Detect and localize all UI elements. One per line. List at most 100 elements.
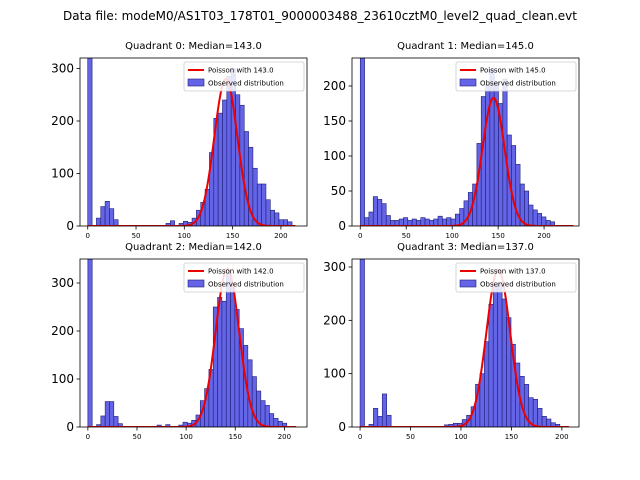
quadrant-0-bar	[222, 99, 228, 226]
quadrant-2-xtick-label: 0	[86, 433, 90, 441]
quadrant-1-ytick-label: 150	[323, 114, 346, 128]
quadrant-1-bar	[424, 218, 430, 226]
quadrant-2-panel: Quadrant 2: Median=142.0 0 100 200 300 0 50 100…	[51, 242, 308, 441]
quadrant-1-axes	[351, 57, 580, 227]
quadrant-3-panel: Quadrant 3: Median=137.0 0 100 200 300 0 50 100…	[323, 242, 580, 441]
quadrant-3-bar	[377, 416, 383, 427]
quadrant-1-panel: Quadrant 1: Median=145.0 0 50 100 150 200 0 50 1…	[323, 41, 580, 240]
quadrant-2-ytick-label: 300	[51, 276, 74, 290]
quadrant-1-title: Quadrant 1: Median=145.0	[397, 41, 534, 52]
quadrant-3-bar	[381, 393, 388, 427]
quadrant-1-bar	[528, 204, 534, 226]
quadrant-1-bar	[511, 145, 517, 226]
quadrant-3-bar	[497, 282, 503, 427]
quadrant-0-xtick-label: 0	[85, 232, 89, 240]
quadrant-0-axes	[79, 57, 308, 227]
quadrant-2-bar	[282, 422, 288, 427]
quadrant-0-bar	[243, 131, 249, 226]
quadrant-1-legend-poisson: Poisson with 145.0	[480, 67, 546, 75]
quadrant-2-bar	[230, 282, 236, 427]
quadrant-3-bar	[555, 424, 561, 427]
quadrant-1-xtick-label: 100	[445, 232, 458, 240]
quadrant-3-axes	[351, 258, 580, 428]
quadrant-2-legend: Poisson with 142.0 Observed distribution	[183, 262, 305, 293]
quadrant-1-bar	[377, 199, 383, 226]
quadrant-3-xtick-label: 50	[406, 433, 415, 441]
quadrant-3-xtick-label: 150	[505, 433, 518, 441]
quadrant-2-bar	[260, 400, 266, 427]
quadrant-2-bar	[113, 416, 119, 427]
quadrant-0-bar	[265, 199, 271, 226]
quadrant-0-xtick-label: 50	[132, 232, 141, 240]
quadrant-2-xtick-label: 50	[133, 433, 142, 441]
quadrant-3-bar	[501, 298, 507, 427]
quadrant-0-bar	[104, 201, 110, 226]
quadrant-3-bars	[359, 259, 561, 427]
quadrant-1-bar	[532, 209, 538, 226]
quadrant-2-bar	[269, 413, 275, 427]
quadrant-2-xtick-label: 200	[278, 433, 291, 441]
quadrant-0-ytick-label: 300	[51, 62, 74, 76]
quadrant-1-xtick-label: 50	[402, 232, 411, 240]
quadrant-3-bar	[492, 285, 498, 427]
quadrant-3-bar	[541, 416, 547, 427]
quadrant-2-ytick-label: 0	[66, 420, 74, 434]
quadrant-1-xtick-label: 200	[537, 232, 550, 240]
quadrant-3-xtick-label: 100	[454, 433, 467, 441]
quadrant-3-bar	[537, 408, 543, 427]
quadrant-1-legend-box	[455, 61, 577, 92]
quadrant-1-xtick-label: 0	[358, 232, 362, 240]
quadrant-0-xtick-label: 200	[274, 232, 287, 240]
quadrant-0-bar	[269, 209, 275, 226]
quadrant-1-ytick-label: 200	[323, 79, 346, 93]
quadrant-0-legend: Poisson with 143.0 Observed distribution	[183, 61, 305, 92]
quadrant-0-bar	[235, 94, 241, 226]
quadrant-0-legend-observed: Observed distribution	[208, 80, 284, 88]
quadrant-1-ytick-label: 0	[338, 219, 346, 233]
quadrant-0-xtick-label: 100	[178, 232, 191, 240]
quadrant-2-axes	[79, 258, 308, 428]
quadrant-0-legend-bar-swatch	[187, 78, 205, 87]
quadrant-0-panel: Quadrant 0: Median=143.0 0 100 200 300 0 50 100…	[51, 41, 308, 240]
quadrant-0-legend-box	[183, 61, 305, 92]
quadrant-3-legend: Poisson with 137.0 Observed distribution	[455, 262, 577, 293]
quadrant-0-xtick-label: 150	[226, 232, 239, 240]
quadrant-1-legend: Poisson with 145.0 Observed distribution	[455, 61, 577, 92]
quadrant-2-bar	[87, 259, 93, 427]
quadrant-3-bar	[532, 398, 538, 427]
quadrant-2-bar	[221, 300, 227, 427]
quadrant-1-bar	[403, 217, 409, 226]
quadrant-3-bar	[488, 304, 494, 427]
quadrant-0-poisson-line	[87, 77, 296, 226]
quadrant-0-ytick-label: 0	[66, 219, 74, 233]
quadrant-1-legend-bar-swatch	[459, 78, 477, 87]
quadrant-1-bar	[524, 190, 530, 226]
quadrant-3-ytick-label: 300	[323, 260, 346, 274]
quadrant-3-bar	[484, 341, 490, 427]
quadrant-0-ytick-label: 200	[51, 114, 74, 128]
quadrant-1-bar	[385, 215, 391, 226]
quadrant-2-xtick-label: 150	[229, 433, 242, 441]
figure-suptitle: Data file: modeM0/AS1T03_178T01_90000034…	[63, 9, 577, 23]
quadrant-2-legend-poisson: Poisson with 142.0	[208, 268, 274, 276]
quadrant-2-bar	[165, 424, 171, 427]
quadrant-2-ytick-label: 200	[51, 324, 74, 338]
quadrant-2-legend-box	[183, 262, 305, 293]
quadrant-3-legend-poisson: Poisson with 137.0	[480, 268, 546, 276]
quadrant-1-bar	[550, 221, 555, 226]
quadrant-3-xtick-label: 200	[555, 433, 568, 441]
quadrant-2-xtick-label: 100	[179, 433, 192, 441]
quadrant-2-bar	[117, 423, 123, 427]
quadrant-1-ytick-label: 50	[331, 184, 346, 198]
quadrant-0-bar	[109, 208, 115, 226]
quadrant-1-bar	[368, 211, 374, 226]
quadrant-1-bar	[489, 68, 495, 226]
quadrant-2-bar	[104, 401, 110, 427]
quadrant-3-ytick-label: 200	[323, 313, 346, 327]
quadrant-0-bar	[217, 112, 223, 226]
quadrant-3-legend-observed: Observed distribution	[480, 281, 556, 289]
quadrant-0-bar	[256, 183, 262, 226]
quadrant-2-ytick-label: 100	[51, 372, 74, 386]
quadrant-3-ytick-label: 100	[323, 367, 346, 381]
